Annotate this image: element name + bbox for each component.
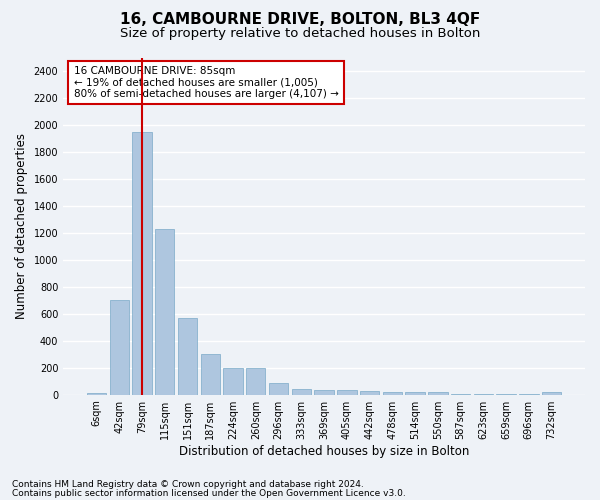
Bar bbox=[223, 368, 243, 394]
Text: 16, CAMBOURNE DRIVE, BOLTON, BL3 4QF: 16, CAMBOURNE DRIVE, BOLTON, BL3 4QF bbox=[120, 12, 480, 28]
Text: 16 CAMBOURNE DRIVE: 85sqm
← 19% of detached houses are smaller (1,005)
80% of se: 16 CAMBOURNE DRIVE: 85sqm ← 19% of detac… bbox=[74, 66, 338, 99]
Text: Size of property relative to detached houses in Bolton: Size of property relative to detached ho… bbox=[120, 28, 480, 40]
Bar bbox=[133, 132, 152, 394]
Bar bbox=[178, 318, 197, 394]
Bar bbox=[110, 300, 129, 394]
Bar bbox=[246, 368, 265, 394]
Bar bbox=[269, 383, 288, 394]
Bar bbox=[428, 392, 448, 394]
Bar bbox=[314, 390, 334, 394]
Text: Contains HM Land Registry data © Crown copyright and database right 2024.: Contains HM Land Registry data © Crown c… bbox=[12, 480, 364, 489]
Bar bbox=[360, 390, 379, 394]
Bar bbox=[87, 392, 106, 394]
Y-axis label: Number of detached properties: Number of detached properties bbox=[15, 133, 28, 319]
Bar bbox=[292, 388, 311, 394]
Text: Contains public sector information licensed under the Open Government Licence v3: Contains public sector information licen… bbox=[12, 489, 406, 498]
X-axis label: Distribution of detached houses by size in Bolton: Distribution of detached houses by size … bbox=[179, 444, 469, 458]
Bar bbox=[200, 354, 220, 395]
Bar bbox=[383, 392, 402, 394]
Bar bbox=[155, 229, 175, 394]
Bar bbox=[406, 392, 425, 394]
Bar bbox=[542, 392, 561, 394]
Bar bbox=[337, 390, 356, 394]
